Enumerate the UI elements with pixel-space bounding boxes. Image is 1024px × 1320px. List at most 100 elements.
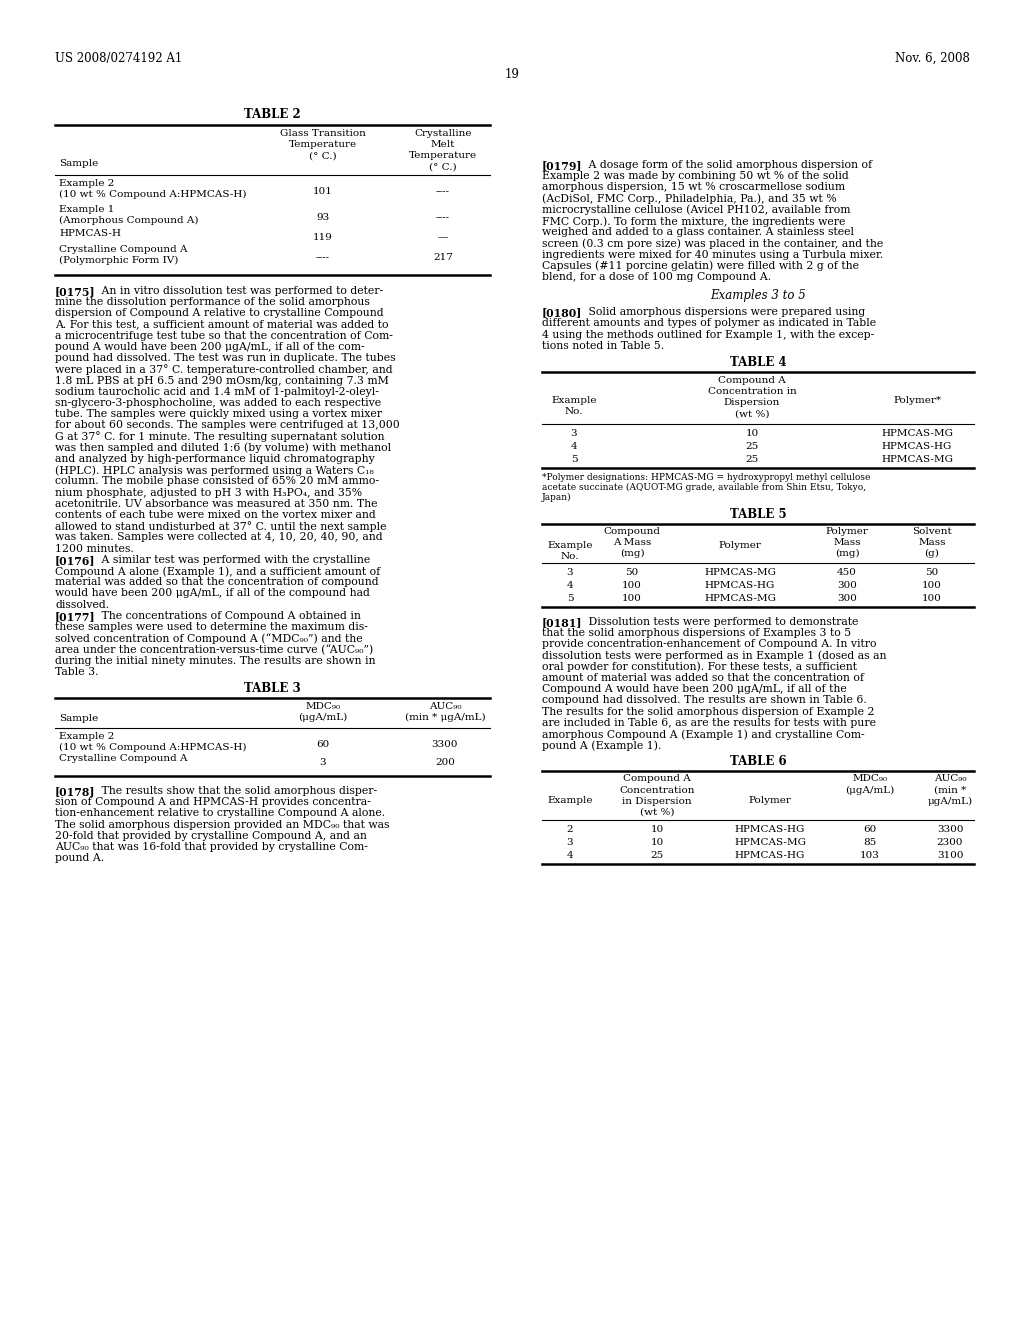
Text: 4: 4 [566, 581, 573, 590]
Text: amorphous dispersion, 15 wt % croscarmellose sodium: amorphous dispersion, 15 wt % croscarmel… [542, 182, 845, 193]
Text: contents of each tube were mixed on the vortex mixer and: contents of each tube were mixed on the … [55, 510, 376, 520]
Text: Dissolution tests were performed to demonstrate: Dissolution tests were performed to demo… [578, 616, 858, 627]
Text: were placed in a 37° C. temperature-controlled chamber, and: were placed in a 37° C. temperature-cont… [55, 364, 392, 375]
Text: 10: 10 [745, 429, 759, 438]
Text: 2: 2 [566, 825, 573, 834]
Text: An in vitro dissolution test was performed to deter-: An in vitro dissolution test was perform… [91, 286, 383, 296]
Text: AUC₉₀
(min * μgA/mL): AUC₉₀ (min * μgA/mL) [404, 702, 485, 722]
Text: The concentrations of Compound A obtained in: The concentrations of Compound A obtaine… [91, 611, 360, 620]
Text: Crystalline Compound A: Crystalline Compound A [59, 754, 187, 763]
Text: HPMCAS-HG: HPMCAS-HG [882, 442, 952, 451]
Text: 300: 300 [837, 594, 857, 603]
Text: 100: 100 [622, 581, 642, 590]
Text: [0176]: [0176] [55, 554, 95, 566]
Text: 3100: 3100 [937, 851, 964, 861]
Text: 3: 3 [566, 568, 573, 577]
Text: MDC₉₀
(μgA/mL): MDC₉₀ (μgA/mL) [298, 702, 347, 722]
Text: was then sampled and diluted 1:6 (by volume) with methanol: was then sampled and diluted 1:6 (by vol… [55, 442, 391, 453]
Text: would have been 200 μgA/mL, if all of the compound had: would have been 200 μgA/mL, if all of th… [55, 589, 370, 598]
Text: column. The mobile phase consisted of 65% 20 mM ammo-: column. The mobile phase consisted of 65… [55, 477, 379, 486]
Text: TABLE 3: TABLE 3 [244, 682, 301, 696]
Text: 10: 10 [650, 825, 664, 834]
Text: solved concentration of Compound A (“MDC₉₀”) and the: solved concentration of Compound A (“MDC… [55, 634, 362, 644]
Text: dispersion of Compound A relative to crystalline Compound: dispersion of Compound A relative to cry… [55, 309, 384, 318]
Text: 4: 4 [570, 442, 578, 451]
Text: sion of Compound A and HPMCAS-H provides concentra-: sion of Compound A and HPMCAS-H provides… [55, 797, 371, 808]
Text: Polymer: Polymer [749, 796, 792, 805]
Text: acetate succinate (AQUOT-MG grade, available from Shin Etsu, Tokyo,: acetate succinate (AQUOT-MG grade, avail… [542, 483, 866, 492]
Text: The results for the solid amorphous dispersion of Example 2: The results for the solid amorphous disp… [542, 706, 874, 717]
Text: Sample: Sample [59, 158, 98, 168]
Text: sn-glycero-3-phosphocholine, was added to each respective: sn-glycero-3-phosphocholine, was added t… [55, 399, 381, 408]
Text: HPMCAS-MG: HPMCAS-MG [881, 429, 953, 438]
Text: Compound A alone (Example 1), and a sufficient amount of: Compound A alone (Example 1), and a suff… [55, 566, 380, 577]
Text: Polymer*: Polymer* [893, 396, 941, 405]
Text: [0179]: [0179] [542, 160, 583, 172]
Text: [0180]: [0180] [542, 308, 583, 318]
Text: TABLE 5: TABLE 5 [730, 508, 786, 521]
Text: 2300: 2300 [937, 838, 964, 847]
Text: 3: 3 [570, 429, 578, 438]
Text: 85: 85 [863, 838, 877, 847]
Text: The results show that the solid amorphous disper-: The results show that the solid amorphou… [91, 785, 377, 796]
Text: pound A.: pound A. [55, 853, 104, 863]
Text: 3300: 3300 [432, 741, 459, 748]
Text: 3300: 3300 [937, 825, 964, 834]
Text: 25: 25 [650, 851, 664, 861]
Text: oral powder for constitution). For these tests, a sufficient: oral powder for constitution). For these… [542, 661, 857, 672]
Text: A. For this test, a sufficient amount of material was added to: A. For this test, a sufficient amount of… [55, 319, 388, 330]
Text: that the solid amorphous dispersions of Examples 3 to 5: that the solid amorphous dispersions of … [542, 628, 851, 638]
Text: MDC₉₀
(μgA/mL): MDC₉₀ (μgA/mL) [846, 775, 895, 795]
Text: weighed and added to a glass container. A stainless steel: weighed and added to a glass container. … [542, 227, 854, 238]
Text: 93: 93 [316, 213, 330, 222]
Text: was taken. Samples were collected at 4, 10, 20, 40, 90, and: was taken. Samples were collected at 4, … [55, 532, 383, 543]
Text: 450: 450 [837, 568, 857, 577]
Text: 119: 119 [313, 234, 333, 242]
Text: Example 1
(Amorphous Compound A): Example 1 (Amorphous Compound A) [59, 205, 199, 226]
Text: provide concentration-enhancement of Compound A. In vitro: provide concentration-enhancement of Com… [542, 639, 877, 649]
Text: ----: ---- [436, 213, 450, 222]
Text: 60: 60 [316, 741, 330, 748]
Text: dissolved.: dissolved. [55, 599, 110, 610]
Text: [0177]: [0177] [55, 611, 95, 622]
Text: AUC₉₀
(min *
μgA/mL): AUC₉₀ (min * μgA/mL) [928, 775, 973, 805]
Text: 4: 4 [566, 851, 573, 861]
Text: TABLE 2: TABLE 2 [244, 108, 301, 121]
Text: 25: 25 [745, 455, 759, 465]
Text: Polymer: Polymer [719, 541, 762, 550]
Text: 10: 10 [650, 838, 664, 847]
Text: A dosage form of the solid amorphous dispersion of: A dosage form of the solid amorphous dis… [578, 160, 872, 170]
Text: Example: Example [547, 796, 593, 805]
Text: 217: 217 [433, 253, 453, 261]
Text: pound A would have been 200 μgA/mL, if all of the com-: pound A would have been 200 μgA/mL, if a… [55, 342, 365, 352]
Text: pound A (Example 1).: pound A (Example 1). [542, 741, 662, 751]
Text: Examples 3 to 5: Examples 3 to 5 [710, 289, 806, 302]
Text: tion-enhancement relative to crystalline Compound A alone.: tion-enhancement relative to crystalline… [55, 808, 385, 818]
Text: 20-fold that provided by crystalline Compound A, and an: 20-fold that provided by crystalline Com… [55, 830, 367, 841]
Text: HPMCAS-MG: HPMCAS-MG [705, 568, 776, 577]
Text: blend, for a dose of 100 mg Compound A.: blend, for a dose of 100 mg Compound A. [542, 272, 771, 282]
Text: Compound A
Concentration in
Dispersion
(wt %): Compound A Concentration in Dispersion (… [708, 376, 797, 418]
Text: Japan): Japan) [542, 492, 571, 502]
Text: amorphous Compound A (Example 1) and crystalline Com-: amorphous Compound A (Example 1) and cry… [542, 729, 864, 739]
Text: compound had dissolved. The results are shown in Table 6.: compound had dissolved. The results are … [542, 696, 866, 705]
Text: —: — [438, 234, 449, 242]
Text: mine the dissolution performance of the solid amorphous: mine the dissolution performance of the … [55, 297, 370, 308]
Text: Example 2
(10 wt % Compound A:HPMCAS-H): Example 2 (10 wt % Compound A:HPMCAS-H) [59, 733, 247, 752]
Text: nium phosphate, adjusted to pH 3 with H₃PO₄, and 35%: nium phosphate, adjusted to pH 3 with H₃… [55, 487, 362, 498]
Text: Solid amorphous dispersions were prepared using: Solid amorphous dispersions were prepare… [578, 308, 865, 317]
Text: tions noted in Table 5.: tions noted in Table 5. [542, 341, 665, 351]
Text: 100: 100 [922, 594, 942, 603]
Text: Glass Transition
Temperature
(° C.): Glass Transition Temperature (° C.) [280, 129, 366, 160]
Text: [0175]: [0175] [55, 286, 95, 297]
Text: ingredients were mixed for 40 minutes using a Turbula mixer.: ingredients were mixed for 40 minutes us… [542, 249, 884, 260]
Text: acetonitrile. UV absorbance was measured at 350 nm. The: acetonitrile. UV absorbance was measured… [55, 499, 378, 508]
Text: 60: 60 [863, 825, 877, 834]
Text: Crystalline
Melt
Temperature
(° C.): Crystalline Melt Temperature (° C.) [409, 129, 477, 172]
Text: (AcDiSol, FMC Corp., Philadelphia, Pa.), and 35 wt %: (AcDiSol, FMC Corp., Philadelphia, Pa.),… [542, 194, 837, 205]
Text: different amounts and types of polymer as indicated in Table: different amounts and types of polymer a… [542, 318, 877, 329]
Text: 50: 50 [926, 568, 939, 577]
Text: 200: 200 [435, 758, 455, 767]
Text: for about 60 seconds. The samples were centrifuged at 13,000: for about 60 seconds. The samples were c… [55, 420, 399, 430]
Text: 4 using the methods outlined for Example 1, with the excep-: 4 using the methods outlined for Example… [542, 330, 874, 339]
